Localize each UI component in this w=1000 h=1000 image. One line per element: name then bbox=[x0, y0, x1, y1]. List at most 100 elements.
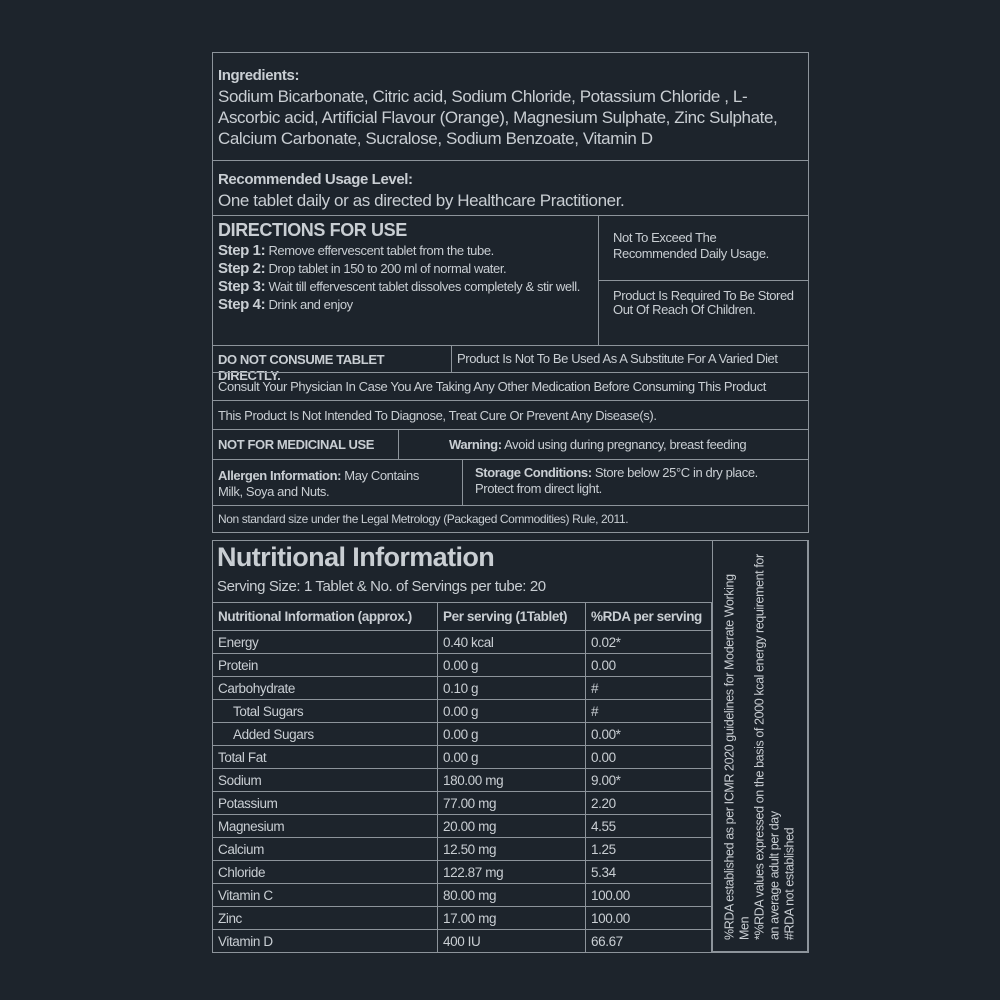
rda-value: 100.00 bbox=[585, 906, 712, 930]
nutrient-name: Total Sugars bbox=[212, 699, 438, 723]
nutrient-name: Potassium bbox=[212, 791, 438, 815]
step-2: Step 2: Drop tablet in 150 to 200 ml of … bbox=[218, 260, 593, 278]
rda-footnotes: %RDA established as per ICMR 2020 guidel… bbox=[712, 540, 808, 952]
nutrient-name: Calcium bbox=[212, 837, 438, 861]
per-serving-value: 0.00 g bbox=[437, 653, 586, 677]
per-serving-value: 0.00 g bbox=[437, 699, 586, 723]
nutrition-title: Nutritional Information bbox=[217, 542, 495, 572]
per-serving-value: 0.10 g bbox=[437, 676, 586, 700]
step-label: Step 1: bbox=[218, 241, 266, 259]
nutrient-name: Chloride bbox=[212, 860, 438, 884]
rda-value: 0.00 bbox=[585, 745, 712, 769]
per-serving-value: 180.00 mg bbox=[437, 768, 586, 792]
substitute-note: Product Is Not To Be Used As A Substitut… bbox=[451, 345, 809, 373]
storage-text: Store below 25°C in dry place. Protect f… bbox=[475, 465, 758, 496]
table-row: Total Sugars 0.00 g # bbox=[212, 699, 712, 723]
rda-value: 1.25 bbox=[585, 837, 712, 861]
warning-text: Avoid using during pregnancy, breast fee… bbox=[504, 437, 747, 452]
step-text: Drink and enjoy bbox=[268, 296, 353, 312]
table-row: Magnesium 20.00 mg 4.55 bbox=[212, 814, 712, 838]
nutrient-name: Carbohydrate bbox=[212, 676, 438, 700]
nutrient-name: Sodium bbox=[212, 768, 438, 792]
table-row: Total Fat 0.00 g 0.00 bbox=[212, 745, 712, 769]
nutrient-name: Zinc bbox=[212, 906, 438, 930]
ingredients-section: Ingredients: Sodium Bicarbonate, Citric … bbox=[212, 52, 809, 161]
nutrient-name: Protein bbox=[212, 653, 438, 677]
table-row: Chloride 122.87 mg 5.34 bbox=[212, 860, 712, 884]
nutrient-name: Energy bbox=[212, 630, 438, 654]
per-serving-value: 0.00 g bbox=[437, 722, 586, 746]
per-serving-value: 122.87 mg bbox=[437, 860, 586, 884]
table-row: Calcium 12.50 mg 1.25 bbox=[212, 837, 712, 861]
rda-value: 100.00 bbox=[585, 883, 712, 907]
consult-note: Consult Your Physician In Case You Are T… bbox=[212, 372, 809, 401]
rda-value: 66.67 bbox=[585, 929, 712, 953]
nutrient-name: Magnesium bbox=[212, 814, 438, 838]
table-row: Vitamin D 400 IU 66.67 bbox=[212, 929, 712, 953]
ingredients-text: Sodium Bicarbonate, Citric acid, Sodium … bbox=[218, 87, 778, 148]
nutrient-name: Vitamin C bbox=[212, 883, 438, 907]
not-intended-note: This Product Is Not Intended To Diagnose… bbox=[212, 400, 809, 430]
allergen-text: May Contains Milk, Soya and Nuts. bbox=[218, 468, 419, 499]
rda-value: 9.00* bbox=[585, 768, 712, 792]
not-exceed-note: Not To Exceed The Recommended Daily Usag… bbox=[598, 215, 809, 281]
reach-note: Product Is Required To Be Stored Out Of … bbox=[598, 280, 809, 346]
per-serving-value: 0.40 kcal bbox=[437, 630, 586, 654]
per-serving-value: 80.00 mg bbox=[437, 883, 586, 907]
warning-label: Warning: bbox=[449, 437, 502, 452]
table-row: Vitamin C 80.00 mg 100.00 bbox=[212, 883, 712, 907]
metrology-note: Non standard size under the Legal Metrol… bbox=[212, 505, 809, 533]
step-text: Drop tablet in 150 to 200 ml of normal w… bbox=[268, 260, 507, 276]
step-3: Step 3: Wait till effervescent tablet di… bbox=[218, 278, 593, 296]
step-label: Step 3: bbox=[218, 277, 266, 295]
footnote: #RDA not established bbox=[782, 827, 797, 940]
table-row: Sodium 180.00 mg 9.00* bbox=[212, 768, 712, 792]
nutrient-name: Vitamin D bbox=[212, 929, 438, 953]
step-text: Wait till effervescent tablet dissolves … bbox=[268, 278, 580, 294]
rda-value: 5.34 bbox=[585, 860, 712, 884]
storage-label: Storage Conditions: bbox=[475, 465, 592, 480]
header-nutrient: Nutritional Information (approx.) bbox=[212, 602, 438, 631]
per-serving-value: 77.00 mg bbox=[437, 791, 586, 815]
table-row: Potassium 77.00 mg 2.20 bbox=[212, 791, 712, 815]
table-row: Energy 0.40 kcal 0.02* bbox=[212, 630, 712, 654]
rda-value: 0.00* bbox=[585, 722, 712, 746]
step-text: Remove effervescent tablet from the tube… bbox=[268, 242, 494, 258]
rda-value: # bbox=[585, 699, 712, 723]
per-serving-value: 20.00 mg bbox=[437, 814, 586, 838]
rda-value: 4.55 bbox=[585, 814, 712, 838]
step-4: Step 4: Drink and enjoy bbox=[218, 296, 593, 314]
per-serving-value: 12.50 mg bbox=[437, 837, 586, 861]
footnote: *%RDA values expressed on the basis of 2… bbox=[752, 554, 782, 940]
directions-section: DIRECTIONS FOR USE Step 1: Remove efferv… bbox=[212, 215, 599, 346]
step-label: Step 2: bbox=[218, 259, 266, 277]
do-not-consume-note: DO NOT CONSUME TABLET DIRECTLY. bbox=[212, 345, 452, 383]
rda-value: 0.00 bbox=[585, 653, 712, 677]
nutrient-name: Total Fat bbox=[212, 745, 438, 769]
rda-value: # bbox=[585, 676, 712, 700]
usage-label: Recommended Usage Level: bbox=[218, 171, 413, 188]
footnote: %RDA established as per ICMR 2020 guidel… bbox=[722, 574, 752, 940]
nutrition-table: Nutritional Information (approx.) Per se… bbox=[212, 602, 712, 953]
rda-value: 0.02* bbox=[585, 630, 712, 654]
allergen-label: Allergen Information: bbox=[218, 468, 342, 483]
table-row: Zinc 17.00 mg 100.00 bbox=[212, 906, 712, 930]
nutrient-name: Added Sugars bbox=[212, 722, 438, 746]
serving-info: Serving Size: 1 Tablet & No. of Servings… bbox=[217, 578, 546, 595]
ingredients-label: Ingredients: bbox=[218, 67, 300, 84]
rda-value: 2.20 bbox=[585, 791, 712, 815]
usage-text: One tablet daily or as directed by Healt… bbox=[218, 191, 625, 210]
usage-section: Recommended Usage Level: One tablet dail… bbox=[212, 160, 809, 216]
step-label: Step 4: bbox=[218, 295, 266, 313]
allergen-note: Allergen Information: May Contains Milk,… bbox=[212, 459, 463, 506]
header-per-serving: Per serving (1Tablet) bbox=[437, 602, 586, 631]
table-header: Nutritional Information (approx.) Per se… bbox=[212, 602, 712, 631]
table-row: Added Sugars 0.00 g 0.00* bbox=[212, 722, 712, 746]
step-1: Step 1: Remove effervescent tablet from … bbox=[218, 242, 593, 260]
storage-note: Storage Conditions: Store below 25°C in … bbox=[462, 459, 809, 506]
per-serving-value: 0.00 g bbox=[437, 745, 586, 769]
not-medicinal-note: NOT FOR MEDICINAL USE bbox=[212, 429, 399, 460]
per-serving-value: 400 IU bbox=[437, 929, 586, 953]
warning-note: Warning: Avoid using during pregnancy, b… bbox=[398, 429, 809, 460]
table-row: Protein 0.00 g 0.00 bbox=[212, 653, 712, 677]
